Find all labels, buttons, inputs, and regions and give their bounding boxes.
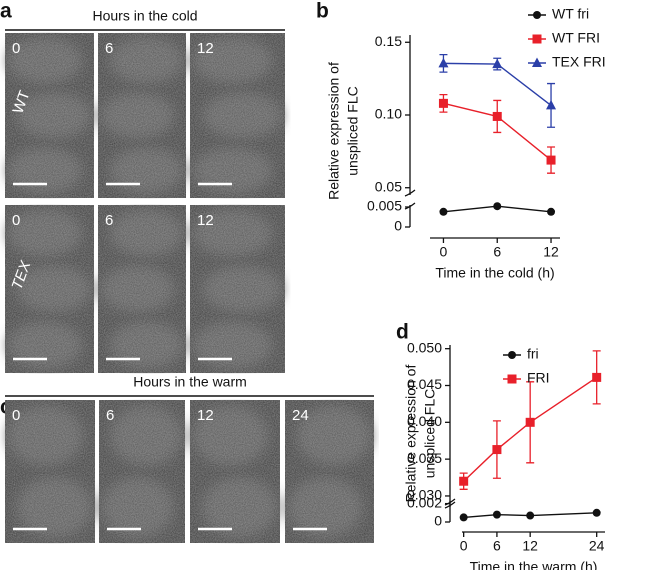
x-tick-label: 6	[493, 538, 501, 554]
marker	[438, 98, 448, 108]
time-label: 0	[12, 212, 20, 229]
marker	[492, 510, 501, 519]
time-label: 12	[197, 40, 214, 57]
micrograph: 6	[99, 400, 185, 543]
y-tick-label: 0.15	[375, 33, 402, 49]
micrograph-grain	[98, 205, 186, 373]
time-label: 6	[105, 212, 113, 229]
micrograph: 0	[5, 33, 94, 198]
micrograph-grain	[5, 400, 95, 543]
panel-letter: d	[396, 321, 409, 344]
panel-letter: a	[0, 0, 12, 23]
y-tick-label: 0.10	[375, 106, 402, 122]
y-axis-label: Relative expression of	[403, 365, 419, 503]
x-axis-label: Time in the warm (h)	[470, 559, 598, 570]
marker	[546, 99, 557, 110]
micrograph-grain	[98, 33, 186, 198]
y-tick-label: 0.050	[407, 339, 442, 355]
panel-letter: b	[316, 0, 329, 23]
time-label: 6	[106, 407, 114, 424]
x-tick-label: 0	[440, 244, 448, 260]
legend-marker	[533, 11, 541, 19]
legend-label: fri	[527, 346, 539, 362]
legend-label: WT fri	[552, 6, 589, 22]
legend-marker	[508, 351, 516, 359]
y-axis-label: unspliced FLC	[422, 389, 438, 479]
time-label: 6	[105, 40, 113, 57]
y-tick-label: 0	[434, 513, 442, 529]
micrograph-grain	[5, 205, 94, 373]
legend-marker	[507, 374, 517, 384]
axis-break	[444, 498, 456, 509]
y-tick-label: 0.045	[407, 376, 442, 392]
legend-label: FRI	[527, 370, 550, 386]
micrograph: 6	[98, 205, 186, 373]
marker	[492, 111, 502, 121]
x-tick-label: 0	[460, 538, 468, 554]
marker	[525, 417, 535, 427]
micrograph: 6	[98, 33, 186, 198]
micrograph: 0	[5, 400, 95, 543]
y-axis-label: Relative expression of	[326, 62, 342, 200]
micrograph-grain	[5, 33, 94, 198]
marker	[492, 58, 503, 69]
marker	[492, 445, 502, 455]
legend-label: WT FRI	[552, 30, 600, 46]
x-axis-label: Time in the cold (h)	[435, 265, 554, 281]
micrograph: 24	[285, 400, 374, 543]
axis-break	[404, 189, 416, 210]
micrograph: 12	[190, 400, 280, 543]
marker	[459, 476, 469, 486]
x-tick-label: 12	[543, 244, 559, 260]
micrograph: 12	[190, 205, 285, 373]
marker	[459, 513, 468, 522]
marker	[547, 207, 556, 216]
time-label: 0	[12, 40, 20, 57]
y-tick-label: 0.005	[367, 198, 402, 214]
legend-marker	[532, 57, 542, 67]
y-tick-label: 0.030	[407, 487, 442, 503]
time-label: 12	[197, 407, 214, 424]
x-tick-label: 6	[493, 244, 501, 260]
time-label: 0	[12, 407, 20, 424]
time-label: 12	[197, 212, 214, 229]
panel-header: Hours in the warm	[133, 374, 247, 390]
marker	[439, 207, 448, 216]
x-tick-label: 24	[589, 538, 605, 554]
y-tick-label: 0.05	[375, 178, 402, 194]
micrograph-grain	[190, 33, 285, 198]
micrograph: 0	[5, 205, 94, 373]
micrograph-grain	[99, 400, 185, 543]
legend-marker	[532, 34, 542, 44]
time-label: 24	[292, 407, 309, 424]
y-axis-label: unspliced FLC	[345, 86, 361, 176]
marker	[438, 57, 449, 68]
micrograph-grain	[190, 205, 285, 373]
y-tick-label: 0	[394, 218, 402, 234]
panel-header: Hours in the cold	[92, 8, 197, 24]
genotype-label: WT	[10, 88, 34, 116]
micrograph-grain	[190, 400, 280, 543]
legend-label: TEX FRI	[552, 54, 606, 70]
marker	[526, 511, 535, 520]
x-tick-label: 12	[522, 538, 538, 554]
marker	[546, 155, 556, 165]
marker	[592, 508, 601, 517]
marker	[592, 372, 602, 382]
micrograph-grain	[285, 400, 374, 543]
series-line	[463, 512, 597, 519]
series-line	[463, 376, 598, 482]
y-tick-label: 0.002	[407, 494, 442, 510]
micrograph: 12	[190, 33, 285, 198]
y-tick-label: 0.040	[407, 413, 442, 429]
marker	[493, 202, 502, 211]
y-tick-label: 0.035	[407, 450, 442, 466]
